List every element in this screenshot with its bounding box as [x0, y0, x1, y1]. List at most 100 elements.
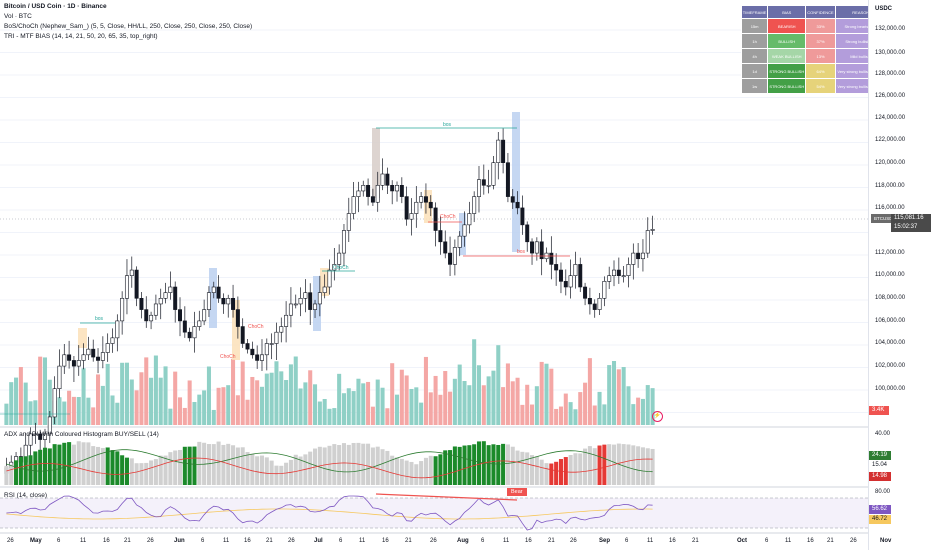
volume-bar [419, 402, 424, 425]
candle [597, 292, 602, 315]
volume-legend[interactable]: Vol · BTC [4, 13, 32, 20]
volume-bar [173, 371, 178, 425]
candle [501, 128, 506, 174]
volume-bar [279, 371, 284, 425]
adx-histogram-bar [448, 450, 453, 485]
volume-bar [496, 345, 501, 425]
candle [486, 169, 491, 194]
adx-histogram-bar [206, 444, 211, 485]
volume-bar [501, 387, 506, 425]
adx-histogram-bar [226, 443, 231, 485]
volume-bar [457, 364, 462, 425]
adx-histogram-bar [158, 455, 163, 485]
candle [607, 266, 612, 289]
time-label: Jun [174, 538, 185, 544]
lightning-icon[interactable]: ⚡ [652, 411, 663, 422]
choch-label: ChoCh [333, 265, 349, 271]
order-block-zone [232, 300, 240, 360]
candle [626, 257, 631, 288]
rsi-pane-title[interactable]: RSI (14, close) [4, 492, 47, 499]
price-scale[interactable]: USDC 132,000.00 130,000.00 128,000.00 12… [868, 0, 932, 550]
candle [467, 201, 472, 234]
time-label: 11 [223, 538, 230, 544]
adx-histogram-bar [42, 447, 48, 485]
volume-bar [120, 362, 125, 425]
price-tick: 112,000.00 [875, 250, 905, 256]
candle [496, 132, 501, 180]
di-plus-line [6, 449, 653, 473]
price-tick: 100,000.00 [875, 386, 906, 392]
time-label: 26 [570, 538, 577, 544]
volume-bar [597, 391, 602, 425]
confidence-cell: 64% [805, 63, 836, 79]
volume-bar [192, 401, 197, 425]
volume-bar [351, 391, 356, 425]
chart-canvas[interactable] [0, 0, 868, 550]
volume-bar [149, 377, 154, 425]
adx-histogram-bar [149, 460, 154, 485]
candle [255, 345, 260, 369]
adx-value-3: 14.98 [869, 472, 891, 481]
tri-mtf-bias-legend[interactable]: TRI - MTF BIAS (14, 14, 21, 50, 20, 65, … [4, 33, 158, 40]
time-label: Jul [314, 538, 323, 544]
volume-bar [563, 393, 568, 425]
adx-histogram-bar [341, 443, 346, 485]
adx-histogram-bar [52, 444, 57, 485]
adx-histogram-bar [390, 455, 395, 485]
candle [481, 164, 486, 195]
candle [428, 195, 433, 217]
volume-bar [240, 361, 245, 425]
order-block-zone [372, 128, 380, 198]
candle [385, 167, 390, 194]
volume-bar [626, 386, 631, 425]
candle [71, 355, 76, 383]
candle [356, 181, 361, 213]
volume-bar [23, 382, 28, 425]
volume-bar [86, 397, 91, 425]
volume-bar [62, 401, 67, 425]
adx-histogram-bar [510, 446, 515, 485]
adx-histogram-bar [129, 458, 134, 485]
tf-cell: 4h [740, 48, 769, 64]
adx-histogram-bar [592, 448, 597, 485]
time-label: 16 [103, 538, 110, 544]
adx-histogram-bar [240, 447, 245, 485]
candle [139, 291, 144, 319]
bos-choch-legend[interactable]: BoS/ChoCh (Nephew_Sam_) (5, 5, Close, HH… [4, 23, 253, 30]
adx-pane-title[interactable]: ADX and DI With Coloured Histogram BUY/S… [4, 431, 159, 438]
volume-bar [197, 394, 202, 425]
volume-bar [231, 358, 236, 425]
volume-bar [428, 392, 433, 425]
candle [202, 299, 207, 326]
adx-value-2: 15.04 [869, 461, 891, 470]
adx-histogram-bar [515, 450, 520, 485]
volume-bar [640, 398, 645, 425]
price-tick: 118,000.00 [875, 183, 905, 189]
adx-histogram-bar [86, 442, 91, 485]
time-label: 26 [7, 538, 14, 544]
volume-bar [163, 366, 168, 425]
time-label: Nov [880, 538, 892, 544]
candle [245, 338, 250, 354]
adx-histogram-bar [139, 463, 144, 485]
candle [505, 153, 510, 203]
rsi-line [6, 495, 653, 531]
adx-histogram-bar [645, 448, 650, 485]
volume-bar [337, 373, 342, 425]
candle [433, 202, 438, 247]
candle [351, 181, 356, 220]
candle [573, 251, 578, 289]
adx-histogram-bar [235, 447, 240, 485]
candle [28, 427, 33, 458]
candle [52, 376, 57, 425]
adx-histogram-bar [626, 444, 631, 485]
tf-cell: 1d [740, 63, 769, 79]
volume-bar [322, 398, 327, 425]
adx-histogram-bar [631, 445, 636, 485]
candle [57, 349, 62, 399]
adx-histogram-bar [23, 456, 28, 485]
adx-histogram-bar [269, 460, 274, 485]
candle [457, 231, 462, 257]
volume-bar [327, 408, 332, 425]
confidence-cell: 33% [805, 18, 836, 34]
